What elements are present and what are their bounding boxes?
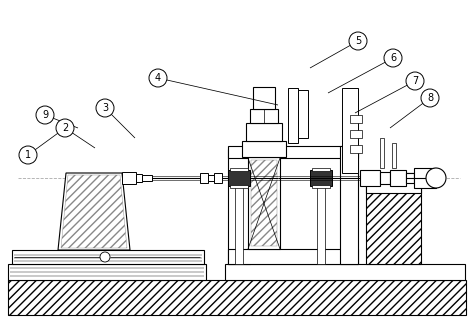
Bar bbox=[312, 185, 330, 188]
Text: 3: 3 bbox=[102, 103, 108, 113]
Circle shape bbox=[426, 168, 446, 188]
Bar bbox=[136, 174, 142, 182]
Bar bbox=[230, 168, 248, 171]
Bar bbox=[350, 130, 362, 138]
Bar bbox=[214, 173, 222, 183]
Bar bbox=[8, 264, 206, 280]
Bar bbox=[366, 173, 421, 193]
Circle shape bbox=[100, 252, 110, 262]
Circle shape bbox=[384, 49, 402, 67]
Bar bbox=[350, 145, 362, 153]
Circle shape bbox=[149, 69, 167, 87]
Polygon shape bbox=[58, 173, 130, 250]
Bar bbox=[228, 149, 250, 264]
Text: 6: 6 bbox=[390, 53, 396, 63]
Bar bbox=[360, 170, 380, 186]
Bar bbox=[250, 109, 278, 123]
Bar bbox=[228, 249, 358, 264]
Bar bbox=[350, 115, 362, 123]
Bar bbox=[366, 174, 421, 264]
Text: 9: 9 bbox=[42, 110, 48, 120]
Text: 8: 8 bbox=[427, 93, 433, 103]
Bar bbox=[142, 175, 152, 181]
Bar bbox=[312, 168, 330, 171]
Text: 4: 4 bbox=[155, 73, 161, 83]
Bar bbox=[228, 170, 250, 186]
Bar bbox=[380, 138, 384, 168]
Circle shape bbox=[56, 119, 74, 137]
Circle shape bbox=[349, 32, 367, 50]
Bar bbox=[122, 172, 136, 184]
Text: 5: 5 bbox=[355, 36, 361, 46]
Text: 7: 7 bbox=[412, 76, 418, 86]
Bar bbox=[12, 250, 204, 264]
Bar bbox=[288, 88, 298, 143]
Bar bbox=[225, 264, 465, 280]
Bar bbox=[414, 168, 436, 188]
Bar bbox=[342, 88, 358, 173]
Circle shape bbox=[96, 99, 114, 117]
Bar bbox=[208, 175, 214, 181]
Bar bbox=[228, 146, 358, 158]
Circle shape bbox=[421, 89, 439, 107]
Bar bbox=[298, 90, 308, 138]
Circle shape bbox=[36, 106, 54, 124]
Circle shape bbox=[406, 72, 424, 90]
Bar bbox=[251, 160, 277, 246]
Bar bbox=[340, 146, 358, 264]
Bar bbox=[235, 186, 243, 264]
Bar bbox=[200, 173, 208, 183]
Bar bbox=[246, 123, 282, 141]
Bar bbox=[8, 280, 466, 315]
Bar bbox=[406, 173, 414, 183]
Bar bbox=[248, 157, 280, 249]
Text: 1: 1 bbox=[25, 150, 31, 160]
Bar bbox=[242, 141, 286, 157]
Bar bbox=[317, 186, 325, 264]
Bar bbox=[390, 170, 406, 186]
Circle shape bbox=[19, 146, 37, 164]
Bar bbox=[380, 172, 390, 184]
Text: 2: 2 bbox=[62, 123, 68, 133]
Bar bbox=[253, 87, 275, 109]
Bar bbox=[230, 185, 248, 188]
Bar bbox=[392, 143, 396, 168]
Bar bbox=[310, 170, 332, 186]
